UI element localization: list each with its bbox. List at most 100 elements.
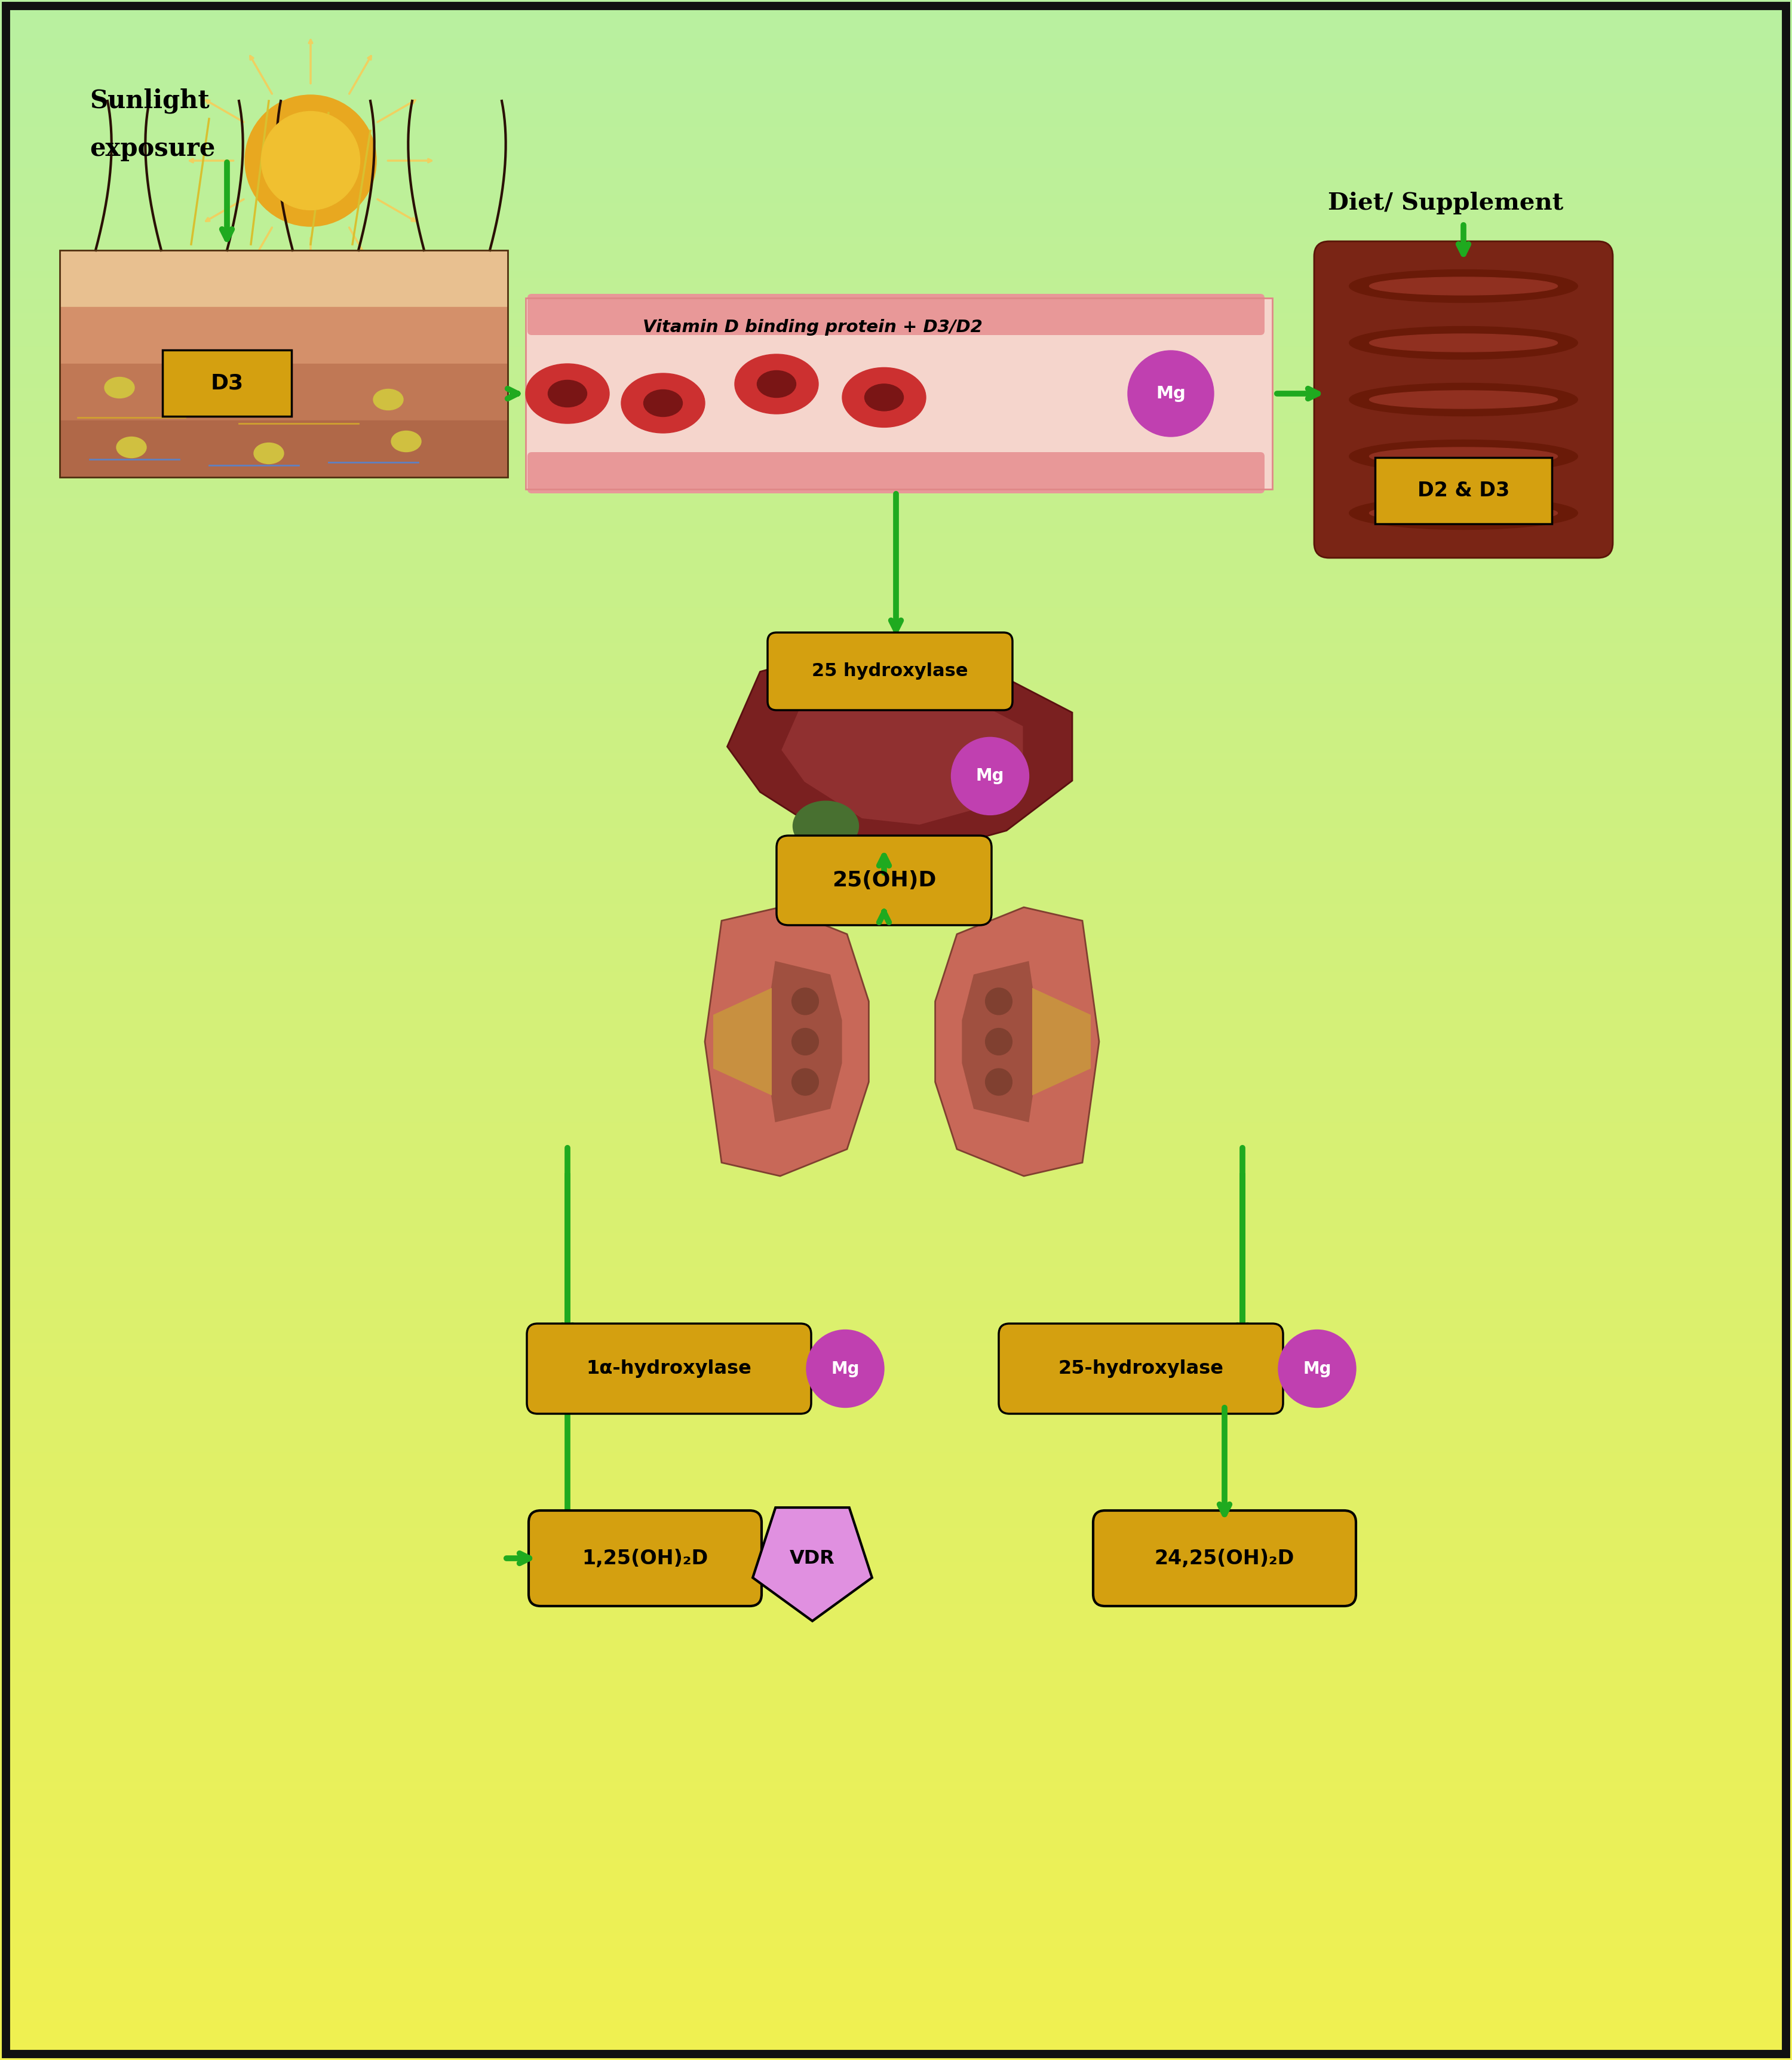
Bar xyxy=(0,808,1792,818)
Text: 1,25(OH)₂D: 1,25(OH)₂D xyxy=(582,1549,708,1568)
Bar xyxy=(0,1419,1792,1428)
Bar xyxy=(0,1426,1792,1436)
Bar xyxy=(0,1007,1792,1016)
Text: Vitamin D binding protein + D3/D2: Vitamin D binding protein + D3/D2 xyxy=(643,319,982,336)
Bar xyxy=(0,752,1792,762)
Bar xyxy=(0,1858,1792,1868)
Bar xyxy=(0,1199,1792,1209)
Ellipse shape xyxy=(643,389,683,416)
Bar xyxy=(0,1996,1792,2004)
Bar xyxy=(0,1452,1792,1463)
Bar xyxy=(0,1302,1792,1312)
Circle shape xyxy=(262,111,360,210)
Bar xyxy=(0,1782,1792,1792)
Bar xyxy=(0,657,1792,665)
Bar xyxy=(0,1316,1792,1325)
Bar xyxy=(0,987,1792,995)
Bar xyxy=(0,1349,1792,1360)
Bar xyxy=(0,560,1792,571)
Bar xyxy=(0,1590,1792,1601)
Bar xyxy=(0,113,1792,124)
Bar xyxy=(0,2008,1792,2019)
Bar xyxy=(0,66,1792,76)
Bar xyxy=(0,1020,1792,1030)
Bar xyxy=(0,1988,1792,1998)
Bar xyxy=(0,581,1792,591)
Bar xyxy=(0,0,1792,6)
Text: Mg: Mg xyxy=(831,1360,860,1376)
Ellipse shape xyxy=(548,381,588,408)
Bar xyxy=(0,278,1792,288)
Bar xyxy=(0,1446,1792,1456)
Bar xyxy=(0,622,1792,632)
Bar xyxy=(0,678,1792,686)
Bar xyxy=(0,375,1792,385)
Bar xyxy=(0,251,1792,262)
Bar xyxy=(0,451,1792,459)
Bar xyxy=(0,1893,1792,1901)
Bar xyxy=(0,1514,1792,1524)
Bar xyxy=(59,249,507,478)
Bar xyxy=(0,1708,1792,1716)
Bar xyxy=(0,1082,1792,1092)
Bar xyxy=(0,1267,1792,1277)
Bar xyxy=(0,772,1792,783)
Bar xyxy=(0,457,1792,468)
Bar xyxy=(0,1281,1792,1292)
Bar xyxy=(0,1652,1792,1662)
Bar xyxy=(0,1802,1792,1813)
Bar xyxy=(0,31,1792,41)
Bar xyxy=(0,1714,1792,1724)
Ellipse shape xyxy=(104,377,134,398)
Bar xyxy=(0,80,1792,89)
Bar xyxy=(0,1508,1792,1518)
Bar xyxy=(0,1205,1792,1215)
Bar xyxy=(0,698,1792,707)
Text: 25-hydroxylase: 25-hydroxylase xyxy=(1059,1360,1224,1378)
Bar xyxy=(0,272,1792,282)
Bar xyxy=(0,216,1792,227)
Ellipse shape xyxy=(1349,441,1577,472)
Bar xyxy=(0,958,1792,968)
Circle shape xyxy=(986,1028,1012,1055)
Bar xyxy=(0,1246,1792,1257)
Bar xyxy=(0,1261,1792,1271)
Bar xyxy=(0,1255,1792,1263)
Bar xyxy=(0,484,1792,494)
Bar xyxy=(0,1617,1792,1627)
Bar xyxy=(0,1885,1792,1895)
Bar xyxy=(0,822,1792,830)
FancyBboxPatch shape xyxy=(529,1510,762,1607)
Bar xyxy=(0,1405,1792,1415)
Bar xyxy=(0,978,1792,989)
Bar xyxy=(0,1844,1792,1854)
Bar xyxy=(0,540,1792,550)
Bar xyxy=(0,1240,1792,1250)
Bar xyxy=(0,1967,1792,1978)
Polygon shape xyxy=(713,989,772,1096)
FancyBboxPatch shape xyxy=(849,295,943,336)
Circle shape xyxy=(986,989,1012,1016)
Bar xyxy=(0,1947,1792,1957)
Bar xyxy=(0,1776,1792,1786)
Bar xyxy=(0,628,1792,639)
Bar xyxy=(0,1110,1792,1119)
Bar xyxy=(0,1522,1792,1531)
Bar xyxy=(0,684,1792,694)
Text: Diet/ Supplement: Diet/ Supplement xyxy=(1328,192,1563,214)
Bar xyxy=(0,1172,1792,1180)
Text: Mg: Mg xyxy=(1303,1360,1331,1376)
Bar xyxy=(0,1152,1792,1160)
Bar xyxy=(0,793,1792,803)
FancyBboxPatch shape xyxy=(607,451,701,492)
Bar xyxy=(0,443,1792,453)
Bar xyxy=(0,649,1792,659)
Polygon shape xyxy=(704,906,869,1176)
Bar xyxy=(0,884,1792,892)
Bar xyxy=(0,1976,1792,1984)
Bar xyxy=(0,937,1792,948)
Ellipse shape xyxy=(254,443,283,464)
FancyBboxPatch shape xyxy=(1172,451,1265,492)
Bar xyxy=(0,637,1792,645)
FancyBboxPatch shape xyxy=(1093,1510,1357,1607)
